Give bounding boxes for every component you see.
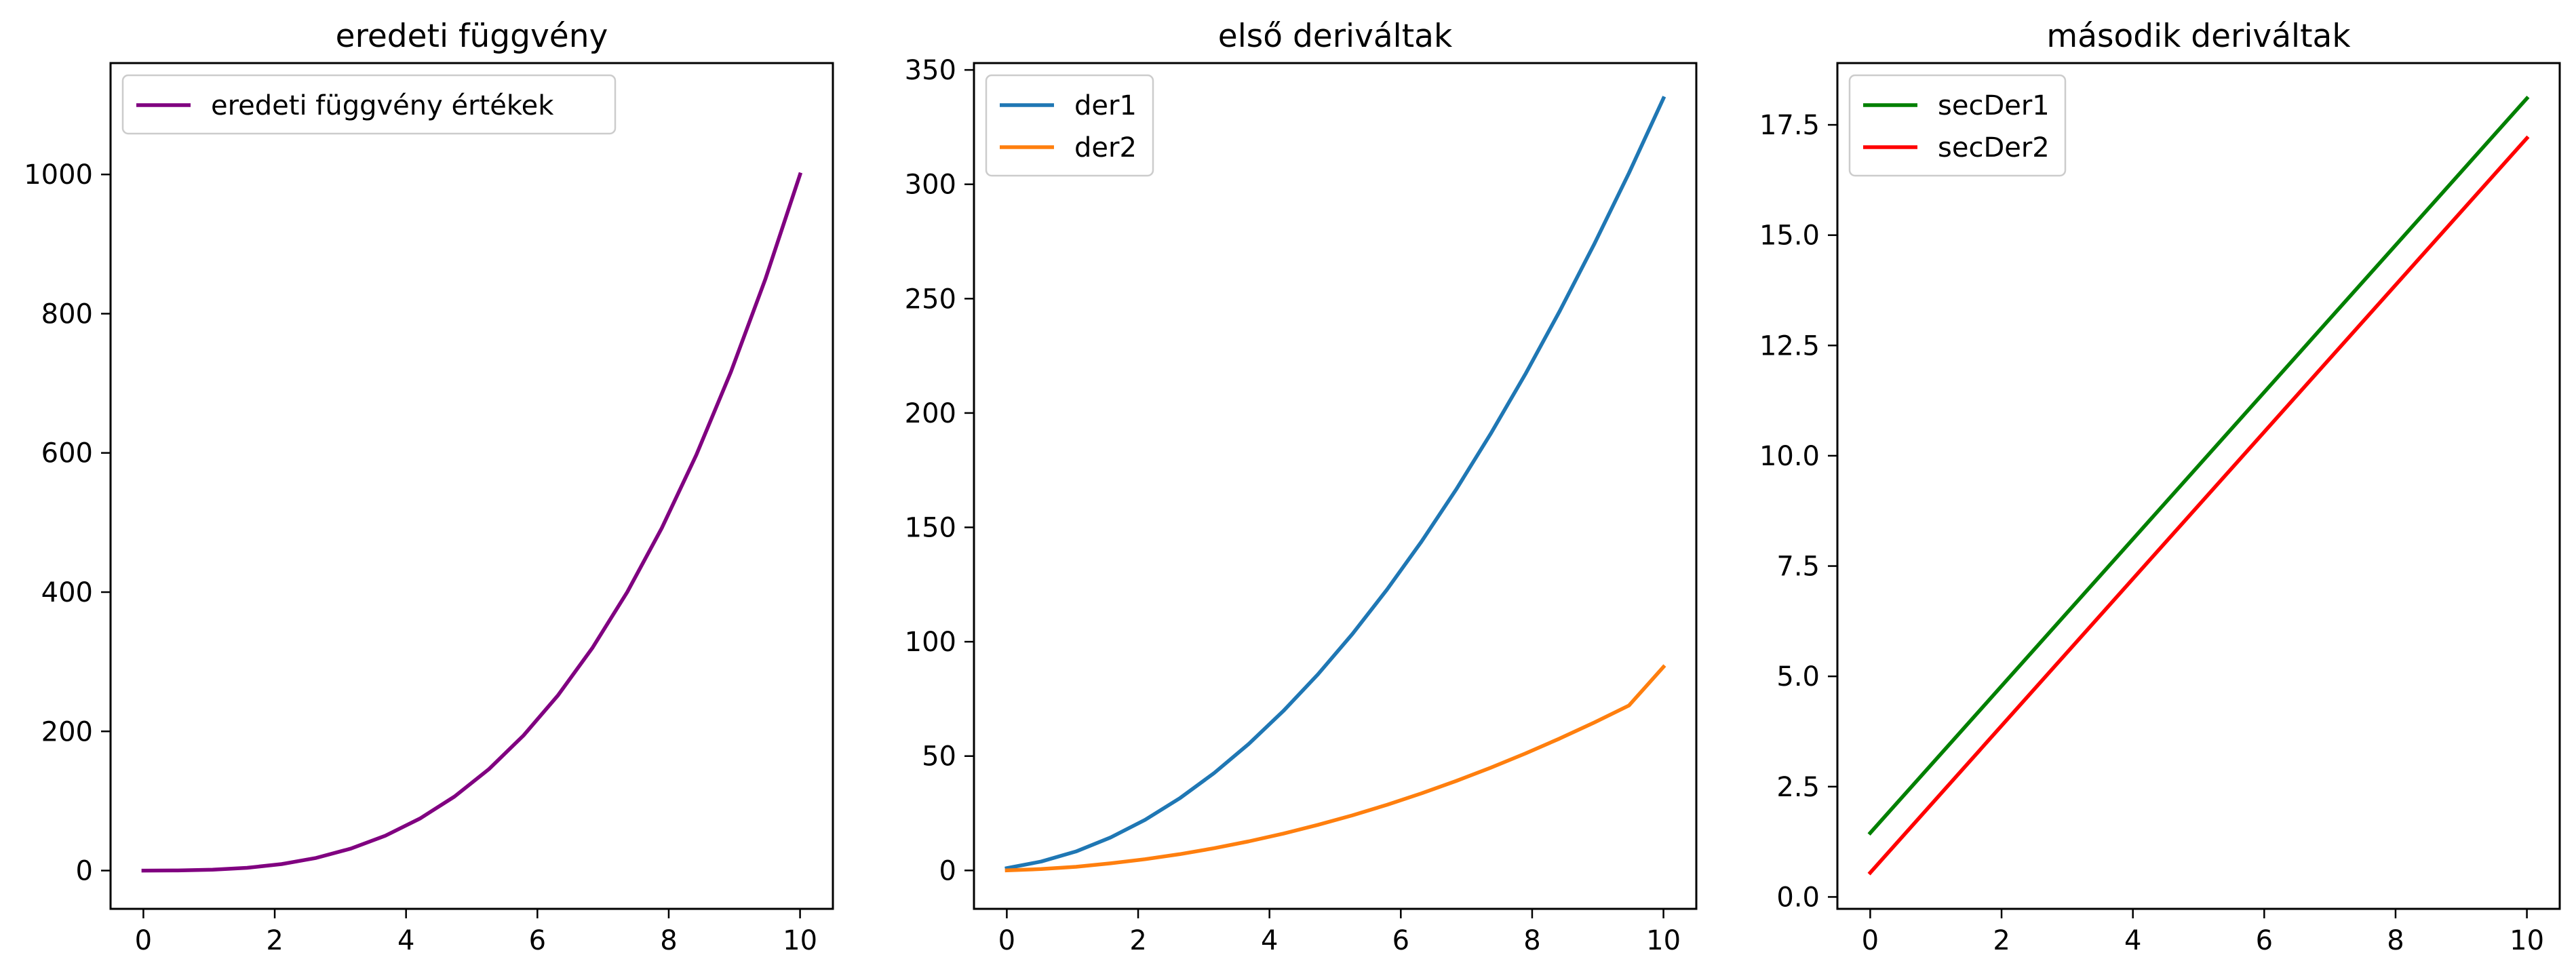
y-tick-label: 10.0: [1759, 441, 1820, 472]
x-tick-label: 4: [397, 925, 414, 956]
axes-frame: [109, 62, 834, 910]
legend-frame: [1848, 74, 2067, 177]
legend-frame: [121, 74, 617, 135]
y-tick-label: 150: [905, 513, 956, 544]
legend: der1 der2: [985, 74, 1154, 177]
x-tick-label: 2: [1993, 925, 2010, 956]
x-tick-label: 0: [135, 925, 152, 956]
legend-label: eredeti függvény értékek: [211, 90, 554, 121]
legend: eredeti függvény értékek: [121, 74, 617, 135]
y-tick-label: 0: [76, 856, 93, 887]
y-tick-label: 250: [905, 284, 956, 315]
y-tick-label: 0.0: [1776, 882, 1820, 913]
subplot-1: 0 2 4 6 8 10 0 200 400 600 800 1000 eredeti függvény…: [24, 18, 834, 956]
y-tick-label: 1000: [24, 159, 93, 191]
chart-title: első deriváltak: [1218, 18, 1453, 55]
x-tick-label: 6: [2256, 925, 2273, 956]
y-tick-label: 2.5: [1776, 772, 1820, 803]
x-tick-label: 10: [783, 925, 817, 956]
x-tick-label: 6: [1392, 925, 1409, 956]
series-line-2: [1867, 135, 2530, 876]
y-tick-label: 12.5: [1759, 330, 1820, 362]
series-line-1: [1004, 96, 1666, 871]
y-tick-label: 200: [41, 716, 93, 747]
y-tick-label: 600: [41, 438, 93, 469]
x-tick-label: 8: [1523, 925, 1540, 956]
chart-title: második deriváltak: [2046, 18, 2351, 55]
series-line-1: [1867, 96, 2530, 836]
x-tick-label: 0: [998, 925, 1015, 956]
x-tick-label: 4: [1261, 925, 1278, 956]
legend: secDer1 secDer2: [1848, 74, 2067, 177]
x-tick-label: 8: [2387, 925, 2404, 956]
y-tick-label: 100: [905, 627, 956, 658]
x-tick-label: 8: [660, 925, 677, 956]
x-tick-label: 2: [266, 925, 283, 956]
y-tick-label: 7.5: [1776, 551, 1820, 583]
subplot-3: 0 2 4 6 8 10 0.0 2.5 5.0 7.5 10.0 12.5 15.0 17.5 másod…: [1759, 18, 2561, 956]
y-tick-label: 350: [905, 55, 956, 86]
y-tick-label: 17.5: [1759, 110, 1820, 141]
y-tick-label: 800: [41, 298, 93, 330]
y-tick-label: 5.0: [1776, 661, 1820, 692]
y-tick-label: 50: [922, 741, 956, 773]
x-tick-label: 4: [2124, 925, 2141, 956]
x-tick-label: 10: [2510, 925, 2544, 956]
axes-frame: [1836, 62, 2561, 910]
y-tick-label: 400: [41, 577, 93, 608]
series-line-2: [1004, 664, 1666, 873]
x-tick-label: 6: [529, 925, 546, 956]
y-tick-label: 0: [939, 855, 956, 886]
legend-label: secDer1: [1938, 90, 2050, 121]
legend-frame: [985, 74, 1154, 177]
y-tick-label: 300: [905, 170, 956, 201]
series-line-1: [141, 172, 803, 873]
y-tick-label: 200: [905, 398, 956, 429]
axes-frame: [973, 62, 1698, 910]
x-tick-label: 10: [1646, 925, 1681, 956]
chart-title: eredeti függvény: [336, 18, 608, 55]
y-tick-label: 15.0: [1759, 220, 1820, 252]
x-tick-label: 2: [1129, 925, 1146, 956]
legend-label: der1: [1074, 90, 1137, 121]
legend-label: der2: [1074, 132, 1137, 163]
x-tick-label: 0: [1862, 925, 1879, 956]
legend-label: secDer2: [1938, 132, 2050, 163]
